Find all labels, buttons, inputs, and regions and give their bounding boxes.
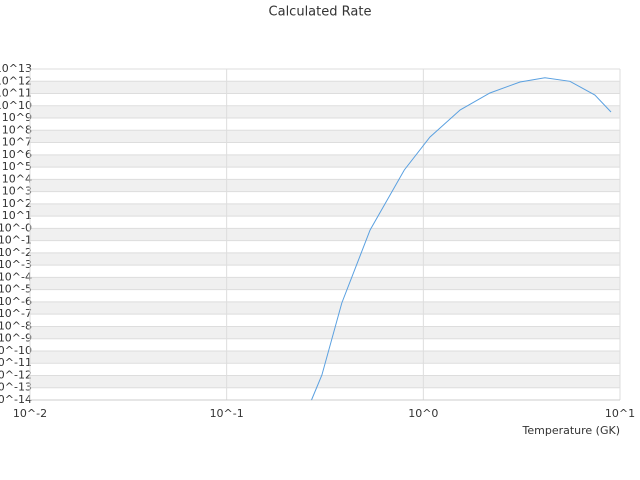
data-line — [311, 77, 612, 401]
y-tick-label: 10^3 — [2, 185, 32, 198]
grid-band — [30, 301, 620, 315]
y-tick-label: 10^1 — [2, 209, 32, 222]
grid-band — [30, 81, 620, 94]
y-tick-label: 10^5 — [2, 160, 32, 173]
y-tick-label: 10^-6 — [0, 295, 32, 308]
y-tick-label: 10^-13 — [0, 381, 32, 394]
y-tick-label: 10^-7 — [0, 307, 32, 320]
x-axis-label: Temperature (GK) — [522, 424, 621, 437]
y-tick-label: 10^12 — [0, 74, 32, 87]
y-tick-label: 10^-8 — [0, 319, 32, 332]
y-tick-label: 10^-12 — [0, 368, 32, 381]
y-tick-label: 10^8 — [2, 123, 32, 136]
grid-band — [30, 154, 620, 168]
grid-band — [30, 228, 620, 241]
y-tick-label: 10^-4 — [0, 270, 32, 283]
x-tick-label: 10^-1 — [210, 407, 244, 420]
y-tick-label: 10^-9 — [0, 332, 32, 345]
y-tick-label: 10^-1 — [0, 234, 32, 247]
grid-band — [30, 130, 620, 143]
y-tick-label: 10^9 — [2, 111, 32, 124]
x-tick-label: 10^0 — [408, 407, 438, 420]
grid-band — [30, 375, 620, 388]
grid-band — [30, 105, 620, 119]
grid-band — [30, 326, 620, 339]
y-tick-label: 10^11 — [0, 87, 32, 100]
grid-band — [30, 277, 620, 290]
y-tick-label: 10^-5 — [0, 283, 32, 296]
y-tick-label: 10^10 — [0, 99, 32, 112]
x-tick-label: 10^1 — [605, 407, 635, 420]
y-tick-label: 10^-10 — [0, 344, 32, 357]
x-tick-label: 10^-2 — [13, 407, 47, 420]
grid-band — [30, 252, 620, 266]
y-tick-label: 10^-2 — [0, 246, 32, 259]
y-tick-label: 10^6 — [2, 148, 32, 161]
chart-title: Calculated Rate — [269, 5, 372, 20]
grid-band — [30, 179, 620, 192]
y-tick-label: 10^2 — [2, 197, 32, 210]
y-tick-label: 10^13 — [0, 62, 32, 75]
y-tick-label: 10^-3 — [0, 258, 32, 271]
y-tick-label: 10^7 — [2, 136, 32, 149]
grid-band — [30, 203, 620, 217]
y-tick-label: 10^4 — [2, 172, 32, 185]
y-tick-label: 10^-0 — [0, 221, 32, 234]
y-tick-label: 10^-11 — [0, 356, 32, 369]
y-tick-label: 10^-14 — [0, 393, 32, 406]
grid-band — [30, 350, 620, 364]
